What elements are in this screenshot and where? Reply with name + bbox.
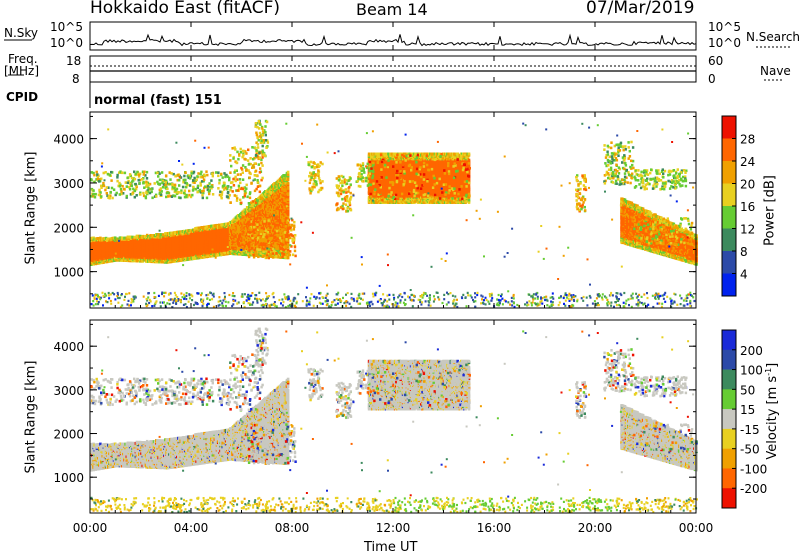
- power-echo-cell: [287, 171, 290, 174]
- power-echo-cell: [287, 182, 290, 185]
- nsky-noise-trace: [90, 34, 696, 46]
- power-scatter-layer: [90, 120, 698, 309]
